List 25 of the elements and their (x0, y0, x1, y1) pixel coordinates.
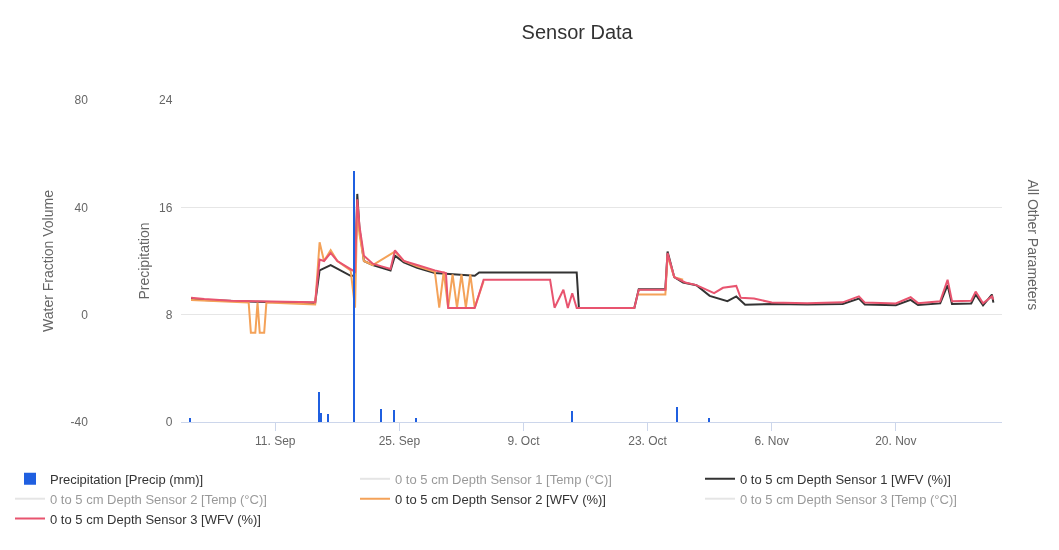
legend-label: 0 to 5 cm Depth Sensor 3 [WFV (%)] (50, 511, 261, 527)
legend-label: 0 to 5 cm Depth Sensor 1 [WFV (%)] (740, 471, 951, 487)
y2-tick-label: 8 (165, 307, 173, 322)
x-tick-label: 11. Sep (255, 434, 296, 449)
legend-label: 0 to 5 cm Depth Sensor 1 [Temp (°C)] (395, 471, 612, 487)
legend-label: Precipitation [Precip (mm)] (50, 471, 204, 487)
chart-title: Sensor Data (521, 20, 634, 43)
x-tick-label: 20. Nov (875, 434, 917, 449)
y-tick-label: 40 (74, 200, 89, 215)
legend-label: 0 to 5 cm Depth Sensor 2 [Temp (°C)] (50, 491, 267, 507)
y-tick-label: 80 (74, 93, 89, 108)
y-axis-title: Water Fraction Volume (40, 189, 57, 332)
y2-tick-label: 0 (165, 415, 173, 430)
y2-tick-label: 24 (159, 93, 173, 108)
legend-label: 0 to 5 cm Depth Sensor 3 [Temp (°C)] (740, 491, 957, 507)
y3-axis-title: All Other Parameters (1025, 179, 1042, 311)
y2-tick-label: 16 (159, 200, 173, 215)
x-tick-label: 25. Sep (378, 434, 421, 449)
x-tick-label: 9. Oct (507, 434, 541, 449)
legend-label: 0 to 5 cm Depth Sensor 2 [WFV (%)] (395, 491, 606, 507)
x-tick-label: 23. Oct (628, 434, 668, 449)
y-tick-label: -40 (70, 415, 89, 430)
y-tick-label: 0 (81, 307, 89, 322)
y2-axis-title: Precipitation (135, 222, 152, 300)
x-tick-label: 6. Nov (754, 434, 790, 449)
